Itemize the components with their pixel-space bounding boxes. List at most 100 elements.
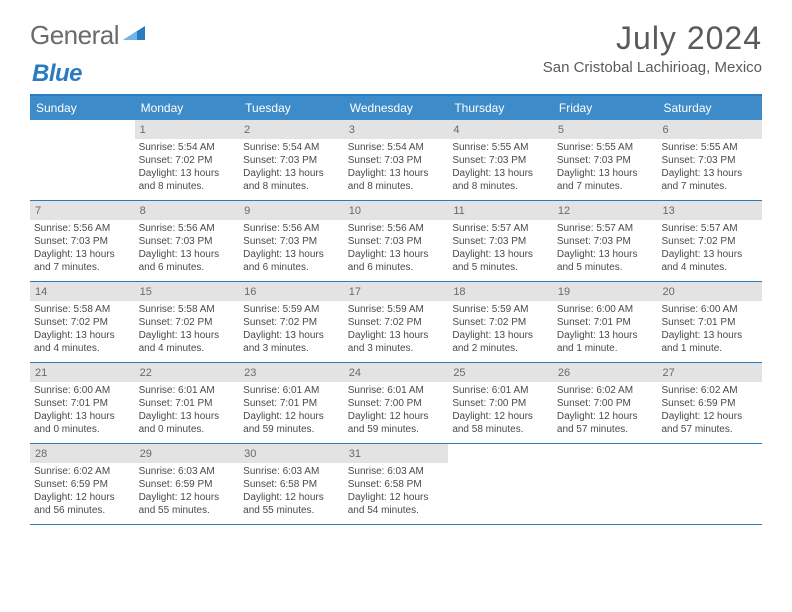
day-body: Sunrise: 6:00 AMSunset: 7:01 PMDaylight:… [657,301,762,359]
sunrise-text: Sunrise: 5:58 AM [34,303,131,316]
daylight-text: Daylight: 12 hours and 58 minutes. [452,410,549,436]
sunset-text: Sunset: 7:03 PM [557,154,654,167]
sunset-text: Sunset: 7:03 PM [452,235,549,248]
sunrise-text: Sunrise: 6:02 AM [661,384,758,397]
sunset-text: Sunset: 6:58 PM [243,478,340,491]
daylight-text: Daylight: 13 hours and 7 minutes. [661,167,758,193]
day-cell: 22Sunrise: 6:01 AMSunset: 7:01 PMDayligh… [135,363,240,443]
day-cell: 11Sunrise: 5:57 AMSunset: 7:03 PMDayligh… [448,201,553,281]
sunrise-text: Sunrise: 5:56 AM [139,222,236,235]
sunset-text: Sunset: 7:02 PM [34,316,131,329]
sunset-text: Sunset: 7:02 PM [243,316,340,329]
sunset-text: Sunset: 7:03 PM [243,235,340,248]
dow-wednesday: Wednesday [344,96,449,120]
daylight-text: Daylight: 13 hours and 3 minutes. [243,329,340,355]
daylight-text: Daylight: 13 hours and 3 minutes. [348,329,445,355]
daylight-text: Daylight: 13 hours and 0 minutes. [34,410,131,436]
daylight-text: Daylight: 12 hours and 57 minutes. [557,410,654,436]
day-number: 7 [30,201,135,220]
day-cell: 1Sunrise: 5:54 AMSunset: 7:02 PMDaylight… [135,120,240,200]
daylight-text: Daylight: 13 hours and 5 minutes. [452,248,549,274]
day-number: 3 [344,120,449,139]
day-body: Sunrise: 6:01 AMSunset: 7:01 PMDaylight:… [239,382,344,440]
sunset-text: Sunset: 6:59 PM [139,478,236,491]
daylight-text: Daylight: 12 hours and 55 minutes. [139,491,236,517]
day-cell: 13Sunrise: 5:57 AMSunset: 7:02 PMDayligh… [657,201,762,281]
day-number: 2 [239,120,344,139]
day-cell: 27Sunrise: 6:02 AMSunset: 6:59 PMDayligh… [657,363,762,443]
day-number: 19 [553,282,658,301]
day-body: Sunrise: 5:56 AMSunset: 7:03 PMDaylight:… [344,220,449,278]
sunrise-text: Sunrise: 5:59 AM [243,303,340,316]
day-cell: 9Sunrise: 5:56 AMSunset: 7:03 PMDaylight… [239,201,344,281]
sunset-text: Sunset: 7:03 PM [139,235,236,248]
title-block: July 2024 San Cristobal Lachirioag, Mexi… [543,20,762,76]
sunrise-text: Sunrise: 6:01 AM [139,384,236,397]
sunrise-text: Sunrise: 5:59 AM [452,303,549,316]
day-cell: 26Sunrise: 6:02 AMSunset: 7:00 PMDayligh… [553,363,658,443]
daylight-text: Daylight: 13 hours and 7 minutes. [34,248,131,274]
daylight-text: Daylight: 13 hours and 8 minutes. [139,167,236,193]
day-cell: 16Sunrise: 5:59 AMSunset: 7:02 PMDayligh… [239,282,344,362]
sunset-text: Sunset: 7:03 PM [661,154,758,167]
day-number: 23 [239,363,344,382]
day-cell: 18Sunrise: 5:59 AMSunset: 7:02 PMDayligh… [448,282,553,362]
sunset-text: Sunset: 6:59 PM [34,478,131,491]
day-cell: 21Sunrise: 6:00 AMSunset: 7:01 PMDayligh… [30,363,135,443]
sunrise-text: Sunrise: 6:03 AM [348,465,445,478]
day-body: Sunrise: 5:55 AMSunset: 7:03 PMDaylight:… [553,139,658,197]
sunrise-text: Sunrise: 6:01 AM [243,384,340,397]
sunset-text: Sunset: 7:02 PM [139,316,236,329]
location: San Cristobal Lachirioag, Mexico [543,59,762,76]
sunrise-text: Sunrise: 5:59 AM [348,303,445,316]
sunrise-text: Sunrise: 6:00 AM [557,303,654,316]
day-number: 1 [135,120,240,139]
day-number: 8 [135,201,240,220]
daylight-text: Daylight: 13 hours and 6 minutes. [139,248,236,274]
sunset-text: Sunset: 7:02 PM [348,316,445,329]
daylight-text: Daylight: 12 hours and 56 minutes. [34,491,131,517]
daylight-text: Daylight: 13 hours and 2 minutes. [452,329,549,355]
day-body: Sunrise: 5:59 AMSunset: 7:02 PMDaylight:… [344,301,449,359]
sunrise-text: Sunrise: 5:54 AM [348,141,445,154]
day-cell: 3Sunrise: 5:54 AMSunset: 7:03 PMDaylight… [344,120,449,200]
dow-friday: Friday [553,96,658,120]
sunrise-text: Sunrise: 6:03 AM [243,465,340,478]
day-cell: 25Sunrise: 6:01 AMSunset: 7:00 PMDayligh… [448,363,553,443]
sunrise-text: Sunrise: 5:56 AM [348,222,445,235]
daylight-text: Daylight: 13 hours and 6 minutes. [348,248,445,274]
sunset-text: Sunset: 7:03 PM [348,235,445,248]
daylight-text: Daylight: 12 hours and 54 minutes. [348,491,445,517]
day-cell: 17Sunrise: 5:59 AMSunset: 7:02 PMDayligh… [344,282,449,362]
day-number: 17 [344,282,449,301]
month-title: July 2024 [543,20,762,57]
sunset-text: Sunset: 7:02 PM [661,235,758,248]
sunrise-text: Sunrise: 6:03 AM [139,465,236,478]
day-number: 18 [448,282,553,301]
day-body: Sunrise: 6:03 AMSunset: 6:58 PMDaylight:… [239,463,344,521]
day-number: 20 [657,282,762,301]
day-body: Sunrise: 5:59 AMSunset: 7:02 PMDaylight:… [239,301,344,359]
day-cell: 2Sunrise: 5:54 AMSunset: 7:03 PMDaylight… [239,120,344,200]
daylight-text: Daylight: 12 hours and 57 minutes. [661,410,758,436]
day-number: 5 [553,120,658,139]
day-cell: 29Sunrise: 6:03 AMSunset: 6:59 PMDayligh… [135,444,240,524]
daylight-text: Daylight: 13 hours and 0 minutes. [139,410,236,436]
day-number: 22 [135,363,240,382]
sunset-text: Sunset: 7:02 PM [452,316,549,329]
day-number: 10 [344,201,449,220]
sunset-text: Sunset: 7:01 PM [557,316,654,329]
daylight-text: Daylight: 12 hours and 59 minutes. [348,410,445,436]
weeks-container: 1Sunrise: 5:54 AMSunset: 7:02 PMDaylight… [30,120,762,525]
day-body: Sunrise: 6:02 AMSunset: 6:59 PMDaylight:… [30,463,135,521]
day-cell: 19Sunrise: 6:00 AMSunset: 7:01 PMDayligh… [553,282,658,362]
daylight-text: Daylight: 13 hours and 8 minutes. [452,167,549,193]
day-number: 16 [239,282,344,301]
day-body: Sunrise: 5:54 AMSunset: 7:02 PMDaylight:… [135,139,240,197]
day-body: Sunrise: 5:59 AMSunset: 7:02 PMDaylight:… [448,301,553,359]
day-body: Sunrise: 5:58 AMSunset: 7:02 PMDaylight:… [30,301,135,359]
day-number: 24 [344,363,449,382]
sunrise-text: Sunrise: 5:54 AM [139,141,236,154]
week-row: 14Sunrise: 5:58 AMSunset: 7:02 PMDayligh… [30,282,762,363]
week-row: 7Sunrise: 5:56 AMSunset: 7:03 PMDaylight… [30,201,762,282]
